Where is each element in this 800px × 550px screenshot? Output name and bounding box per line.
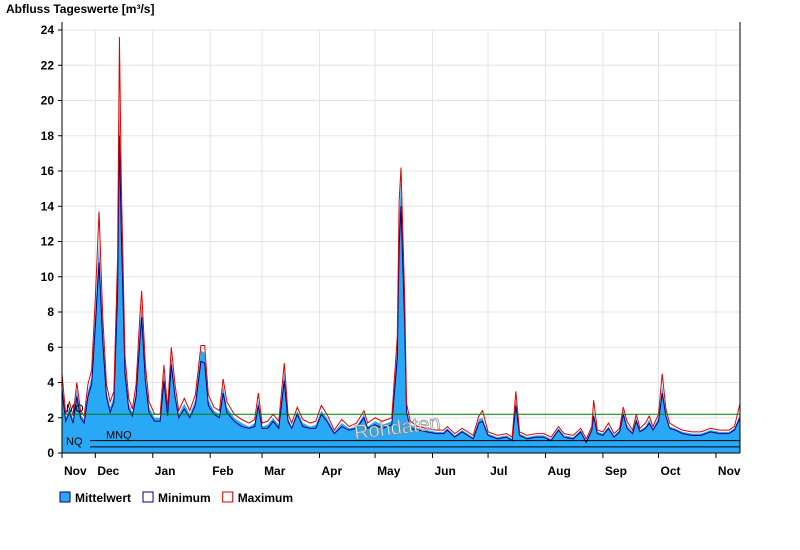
y-tick-label: 20 bbox=[41, 94, 55, 108]
y-tick-label: 18 bbox=[41, 129, 55, 143]
legend-swatch bbox=[142, 491, 154, 503]
y-tick-label: 12 bbox=[41, 235, 55, 249]
y-tick-label: 16 bbox=[41, 164, 55, 178]
x-tick-label: Apr bbox=[321, 464, 342, 478]
y-tick-label: 6 bbox=[47, 340, 54, 354]
x-tick-label: Jul bbox=[490, 464, 507, 478]
reference-label: MNQ bbox=[106, 430, 132, 442]
y-tick-label: 0 bbox=[47, 446, 54, 460]
y-tick-label: 24 bbox=[41, 23, 55, 37]
x-tick-label: Mar bbox=[264, 464, 286, 478]
legend-label: Maximum bbox=[238, 491, 293, 505]
chart-title: Abfluss Tageswerte [m³/s] bbox=[6, 2, 154, 16]
line bbox=[61, 135, 741, 444]
y-tick-label: 14 bbox=[41, 199, 55, 213]
legend-label: Mittelwert bbox=[75, 491, 131, 505]
x-tick-label: Aug bbox=[547, 464, 570, 478]
x-tick-label: Feb bbox=[212, 464, 233, 478]
x-tick-label: Nov bbox=[64, 464, 87, 478]
reference-label: NQ bbox=[66, 436, 83, 448]
legend-swatch bbox=[59, 491, 71, 503]
reference-label: MQ bbox=[66, 403, 84, 415]
x-tick-label: May bbox=[377, 464, 401, 478]
x-tick-label: Sep bbox=[605, 464, 627, 478]
y-tick-label: 10 bbox=[41, 270, 55, 284]
line bbox=[61, 37, 741, 441]
area bbox=[62, 100, 740, 453]
x-tick-label: Jan bbox=[155, 464, 176, 478]
x-tick-label: Nov bbox=[718, 464, 741, 478]
legend-label: Minimum bbox=[158, 491, 211, 505]
y-tick-label: 2 bbox=[47, 411, 54, 425]
y-tick-label: 4 bbox=[47, 376, 54, 390]
y-tick-label: 22 bbox=[41, 58, 55, 72]
x-tick-label: Dec bbox=[97, 464, 119, 478]
legend-swatch bbox=[222, 491, 234, 503]
x-tick-label: Oct bbox=[660, 464, 680, 478]
x-tick-label: Jun bbox=[434, 464, 455, 478]
y-tick-label: 8 bbox=[47, 305, 54, 319]
